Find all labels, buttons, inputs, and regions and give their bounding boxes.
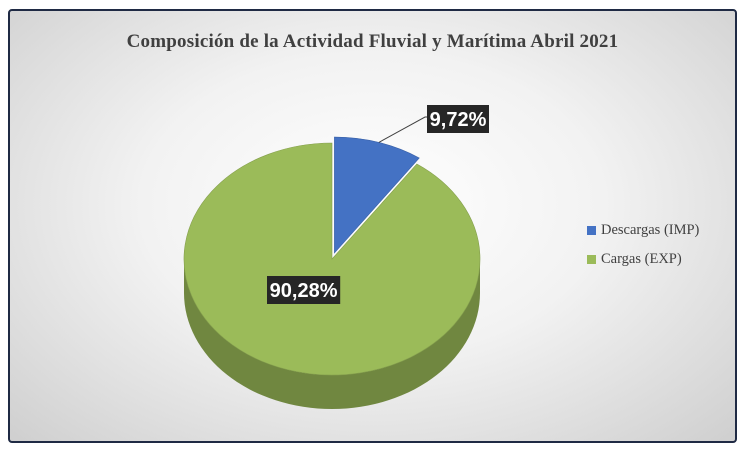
leader-line-descargas-imp (378, 116, 427, 143)
data-label-descargas-imp: 9,72% (430, 109, 487, 131)
chart-title: Composición de la Actividad Fluvial y Ma… (126, 31, 619, 52)
pie-slice-descargas-imp (334, 136, 420, 254)
legend-swatch-cargas (587, 255, 596, 264)
data-label-box-cargas-exp (267, 276, 341, 304)
legend-swatch-descargas (587, 226, 596, 235)
legend-label-cargas: Cargas (EXP) (601, 251, 682, 267)
pie-side-cargas-exp (184, 259, 480, 409)
legend: Descargas (IMP) Cargas (EXP) (587, 222, 699, 280)
data-label-box-descargas-imp (427, 105, 489, 133)
legend-label-descargas: Descargas (IMP) (601, 222, 700, 238)
data-label-cargas-exp: 90,28% (270, 280, 338, 302)
legend-item-cargas: Cargas (EXP) (587, 251, 699, 268)
chart-area: Composición de la Actividad Fluvial y Ma… (8, 9, 737, 443)
pie-chart: 9,72% 90,28% (183, 105, 489, 409)
pie-slice-cargas-exp (183, 142, 481, 376)
legend-item-descargas: Descargas (IMP) (587, 222, 699, 239)
